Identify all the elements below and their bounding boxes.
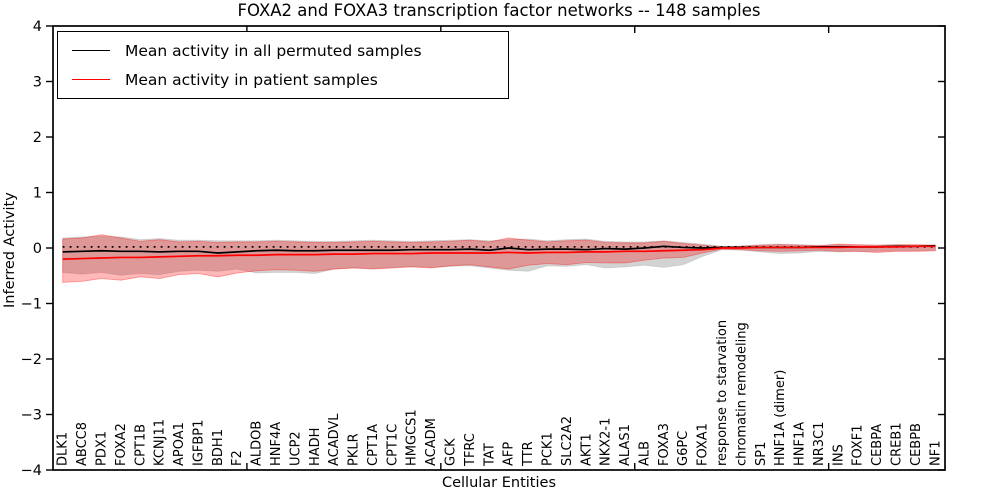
y-axis-ticks: 4 3 2 1 0 −1 −2 −3 −4 [21, 19, 945, 479]
x-category-label: FOXA3 [657, 423, 672, 466]
x-category-label: CEBPB [909, 423, 924, 466]
x-category-label: CPT1B [133, 424, 148, 466]
x-category-label: ALB [637, 441, 652, 466]
x-category-label: GCK [444, 438, 459, 466]
x-axis-label: Cellular Entities [441, 475, 557, 491]
confidence-bands [62, 234, 936, 283]
x-category-label: ALDOB [250, 421, 265, 466]
x-category-label: HNF1A (dimer) [773, 370, 788, 466]
x-category-label: response to starvation [715, 320, 730, 466]
x-category-label: F2 [230, 450, 245, 466]
x-category-label: BDH1 [211, 429, 226, 466]
x-category-label: CEBPA [870, 424, 885, 466]
y-tick-label: 2 [33, 130, 42, 146]
x-category-label: IGFBP1 [191, 420, 206, 466]
y-tick-label: −2 [21, 352, 42, 368]
x-category-label: CPT1C [385, 424, 400, 466]
legend-line-patient-swatch [72, 79, 110, 80]
x-category-label: NKX2-1 [599, 418, 614, 466]
x-category-label: SLC2A2 [560, 416, 575, 466]
y-tick-label: 1 [33, 186, 42, 202]
x-category-label: HNF4A [269, 422, 284, 466]
legend-label: Mean activity in patient samples [125, 70, 378, 89]
x-category-label: ALAS1 [618, 424, 633, 466]
x-category-labels: DLK1 ABCC8 PDX1 FOXA2 CPT1B KCNJ11 APOA1 IGFBP1… [56, 320, 944, 467]
x-category-label: APOA1 [172, 422, 187, 466]
legend-line-permuted-swatch [72, 50, 110, 51]
legend-item: Mean activity in all permuted samples [72, 36, 508, 65]
x-category-label: G6PC [676, 431, 691, 466]
y-axis-label: Inferred Activity [2, 192, 18, 309]
x-category-label: FOXA2 [114, 423, 129, 466]
x-category-label: HNF1A [793, 422, 808, 466]
x-category-label: DLK1 [56, 432, 71, 466]
y-tick-label: −4 [21, 463, 42, 479]
y-tick-label: −1 [21, 297, 42, 313]
x-category-label: PDX1 [94, 431, 109, 466]
patient-samples-range-band [62, 234, 936, 283]
x-category-label: CREB1 [890, 422, 905, 466]
x-category-label: ACADVL [327, 413, 342, 466]
y-tick-label: 4 [33, 19, 42, 35]
legend-label: Mean activity in all permuted samples [125, 41, 422, 60]
Mean-activity-in-patient-samples-line [62, 245, 936, 260]
y-tick-label: 3 [33, 75, 42, 91]
x-category-label: FOXF1 [851, 424, 866, 466]
x-category-label: chromatin remodeling [734, 322, 749, 466]
y-tick-label: −3 [21, 408, 42, 424]
x-category-label: UCP2 [288, 431, 303, 466]
x-category-label: SP1 [754, 442, 769, 466]
x-category-label: HMGCS1 [405, 409, 420, 466]
x-category-label: ABCC8 [75, 422, 90, 466]
chart-title: FOXA2 and FOXA3 transcription factor net… [237, 1, 761, 20]
x-category-label: HADH [308, 428, 323, 466]
x-category-label: NR3C1 [812, 422, 827, 466]
x-category-label: INS [831, 444, 846, 466]
x-category-label: TFRC [463, 433, 478, 467]
series-lines [62, 244, 936, 260]
legend: Mean activity in all permuted samples Me… [57, 31, 509, 99]
x-category-label: CPT1A [366, 424, 381, 466]
x-category-label: TTR [521, 441, 536, 467]
x-category-label: KCNJ11 [153, 419, 168, 466]
x-category-label: AFP [502, 442, 517, 466]
x-category-label: TAT [482, 443, 497, 467]
x-category-label: PKLR [347, 433, 362, 466]
x-category-label: PCK1 [540, 432, 555, 466]
x-category-label: FOXA1 [696, 423, 711, 466]
x-category-label: NF1 [928, 441, 943, 466]
legend-item: Mean activity in patient samples [72, 65, 508, 94]
y-tick-label: 0 [33, 241, 42, 257]
x-category-label: AKT1 [579, 433, 594, 466]
x-category-label: ACADM [424, 418, 439, 466]
